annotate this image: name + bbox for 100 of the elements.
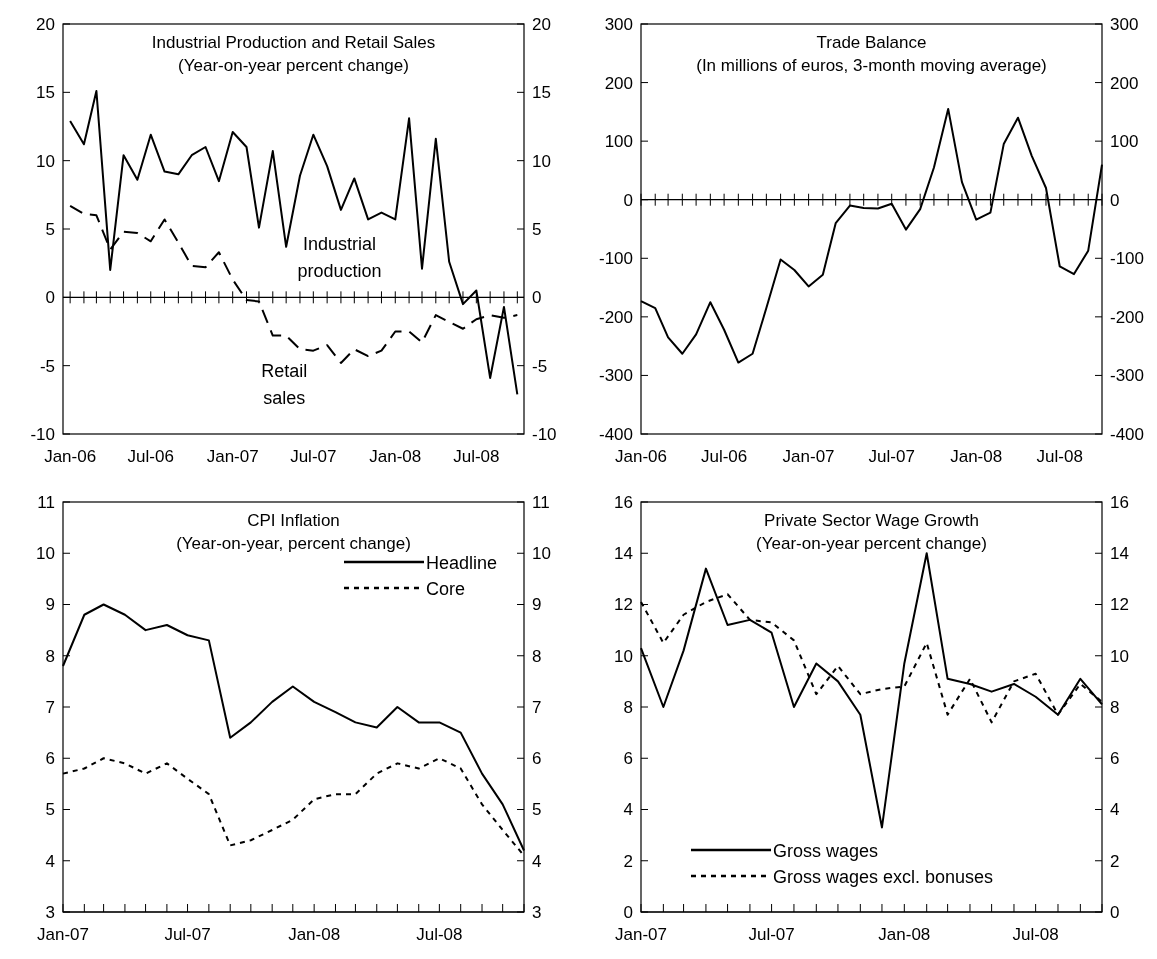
y-tick-label: 10 xyxy=(36,151,55,171)
text: (Year-on-year, percent change) xyxy=(176,534,411,553)
y-tick-label: 4 xyxy=(623,800,633,820)
x-tick-label: Jul-08 xyxy=(453,447,500,466)
x-tick-label: Jan-08 xyxy=(950,447,1003,466)
x-tick-label: Jul-08 xyxy=(416,925,463,944)
y2-tick-label: 7 xyxy=(532,697,542,717)
y2-tick-label: 5 xyxy=(532,800,542,820)
text: Industrial Production and Retail Sales xyxy=(151,33,436,52)
y-tick-label: 14 xyxy=(614,544,633,564)
y-tick-label: 16 xyxy=(614,492,633,512)
y2-tick-label: 9 xyxy=(532,595,542,615)
y2-tick-label: 12 xyxy=(1110,595,1129,615)
y-tick-label: -5 xyxy=(39,356,55,376)
legend-label: Headline xyxy=(426,553,498,573)
y2-tick-label: 15 xyxy=(532,83,551,103)
text: Trade Balance xyxy=(816,33,927,52)
y2-tick-label: 11 xyxy=(532,492,550,512)
y-tick-label: 9 xyxy=(45,595,55,615)
y-tick-label: 8 xyxy=(45,646,55,666)
y2-tick-label: -100 xyxy=(1110,249,1145,269)
x-tick-label: Jan-08 xyxy=(369,447,422,466)
x-tick-label: Jul-07 xyxy=(164,925,211,944)
y-tick-label: 10 xyxy=(36,544,55,564)
y-tick-label: -10 xyxy=(30,424,55,444)
y-tick-label: 8 xyxy=(623,697,633,717)
series-label: Retail sales xyxy=(261,360,308,408)
y-tick-label: 11 xyxy=(37,492,55,512)
y-tick-label: -200 xyxy=(598,307,633,327)
x-tick-label: Jan-07 xyxy=(782,447,835,466)
x-tick-label: Jan-06 xyxy=(44,447,97,466)
y2-tick-label: -5 xyxy=(532,356,548,376)
y-tick-label: -400 xyxy=(598,424,633,444)
y2-tick-label: 10 xyxy=(1110,646,1129,666)
x-tick-label: Jul-08 xyxy=(1036,447,1083,466)
text: (Year-on-year percent change) xyxy=(756,534,987,553)
legend-label: Core xyxy=(426,579,466,599)
y-tick-label: 6 xyxy=(45,749,55,769)
y2-tick-label: -10 xyxy=(532,424,557,444)
y-tick-label: 3 xyxy=(45,902,55,922)
y-tick-label: -100 xyxy=(598,249,633,269)
y2-tick-label: 4 xyxy=(532,851,542,871)
y-tick-label: 0 xyxy=(45,288,55,308)
y2-tick-label: 100 xyxy=(1110,132,1139,152)
y-tick-label: 300 xyxy=(604,14,633,34)
y2-tick-label: 300 xyxy=(1110,14,1139,34)
y2-tick-label: 6 xyxy=(532,749,542,769)
x-tick-label: Jul-07 xyxy=(290,447,337,466)
legend-label: Gross wages excl. bonuses xyxy=(773,867,994,887)
y-tick-label: 100 xyxy=(604,132,633,152)
y-tick-label: 10 xyxy=(614,646,633,666)
x-tick-label: Jan-06 xyxy=(615,447,667,466)
y-tick-label: 0 xyxy=(623,190,633,210)
x-tick-label: Jul-06 xyxy=(700,447,748,466)
y-tick-label: 15 xyxy=(36,83,55,103)
x-tick-label: Jan-08 xyxy=(878,925,931,944)
y2-tick-label: 5 xyxy=(532,219,542,239)
y2-tick-label: 10 xyxy=(532,151,551,171)
y2-tick-label: -200 xyxy=(1110,307,1145,327)
y2-tick-label: 10 xyxy=(532,544,551,564)
y2-tick-label: 0 xyxy=(1110,902,1120,922)
x-tick-label: Jan-07 xyxy=(206,447,259,466)
y2-tick-label: 14 xyxy=(1110,544,1129,564)
x-tick-label: Jan-07 xyxy=(615,925,667,944)
y-tick-label: 5 xyxy=(45,219,55,239)
text: Private Sector Wage Growth xyxy=(764,511,979,530)
y2-tick-label: 0 xyxy=(532,288,542,308)
y2-tick-label: 20 xyxy=(532,14,551,34)
y2-tick-label: 2 xyxy=(1110,851,1120,871)
y-tick-label: 0 xyxy=(623,902,633,922)
y2-tick-label: 6 xyxy=(1110,749,1120,769)
y-tick-label: 5 xyxy=(45,800,55,820)
y2-tick-label: 8 xyxy=(1110,697,1120,717)
y2-tick-label: -400 xyxy=(1110,424,1145,444)
y-tick-label: 7 xyxy=(45,697,55,717)
text: CPI Inflation xyxy=(247,511,340,530)
y2-tick-label: 16 xyxy=(1110,492,1129,512)
y-tick-label: 2 xyxy=(623,851,633,871)
y-tick-label: 20 xyxy=(36,14,55,34)
x-tick-label: Jan-08 xyxy=(288,925,341,944)
y-tick-label: 12 xyxy=(614,595,633,615)
x-tick-label: Jul-08 xyxy=(1012,925,1059,944)
series-label: Industrial production xyxy=(297,233,382,281)
y-tick-label: 200 xyxy=(604,73,633,93)
y2-tick-label: 0 xyxy=(1110,190,1120,210)
text: (Year-on-year percent change) xyxy=(178,56,409,75)
y2-tick-label: 200 xyxy=(1110,73,1139,93)
x-tick-label: Jul-07 xyxy=(748,925,795,944)
y2-tick-label: 8 xyxy=(532,646,542,666)
y-tick-label: 4 xyxy=(45,851,55,871)
y-tick-label: 6 xyxy=(623,749,633,769)
text: (In millions of euros, 3-month moving average) xyxy=(696,56,1047,75)
x-tick-label: Jul-06 xyxy=(127,447,174,466)
y2-tick-label: -300 xyxy=(1110,366,1145,386)
x-tick-label: Jan-07 xyxy=(37,925,89,944)
y2-tick-label: 3 xyxy=(532,902,542,922)
x-tick-label: Jul-07 xyxy=(868,447,915,466)
y2-tick-label: 4 xyxy=(1110,800,1120,820)
y-tick-label: -300 xyxy=(598,366,633,386)
legend-label: Gross wages xyxy=(773,841,879,861)
